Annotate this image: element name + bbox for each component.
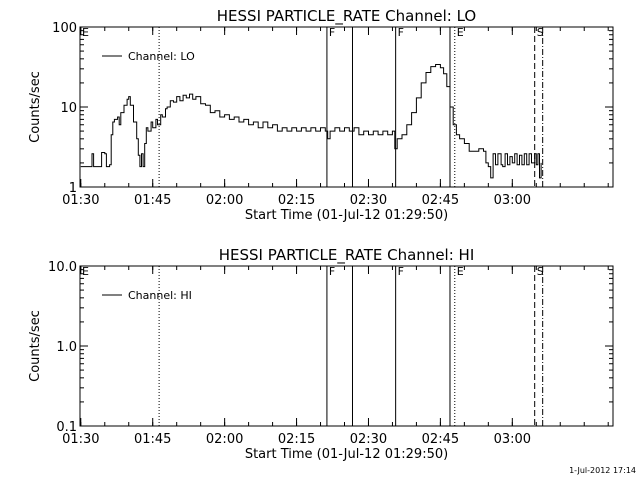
x-tick-label: 01:30	[62, 193, 99, 208]
footer-timestamp: 1-Jul-2012 17:14	[569, 466, 636, 475]
corner-label: E	[82, 265, 89, 278]
event-marker-label: S	[537, 265, 544, 278]
legend-label: Channel: LO	[128, 50, 195, 63]
chart-panel-1: HESSI PARTICLE_RATE Channel: LO 01:30 01:4…	[28, 7, 614, 223]
x-tick-label: 02:45	[422, 193, 459, 208]
x-tick-label: 02:45	[422, 432, 459, 447]
y-tick-label: 1.0	[56, 340, 77, 355]
x-tick-label: 03:00	[494, 193, 531, 208]
x-tick-label: 01:45	[134, 193, 171, 208]
chart-title: HESSI PARTICLE_RATE Channel: HI	[219, 246, 475, 265]
y-axis-label: Counts/sec	[28, 71, 43, 143]
x-axis-label: Start Time (01-Jul-12 01:29:50)	[245, 208, 448, 223]
series-line	[80, 64, 542, 179]
event-marker-label: E	[457, 26, 464, 39]
event-marker-label: F	[398, 265, 404, 278]
event-marker-label: E	[457, 265, 464, 278]
y-tick-label: 0.1	[56, 420, 77, 435]
chart-title: HESSI PARTICLE_RATE Channel: LO	[217, 7, 476, 26]
y-tick-label: 10	[60, 101, 77, 116]
y-tick-label: 100	[52, 21, 77, 36]
event-marker-label: F	[329, 26, 335, 39]
x-tick-label: 01:30	[62, 432, 99, 447]
event-marker-label: S	[537, 26, 544, 39]
chart-panel-2: HESSI PARTICLE_RATE Channel: HI 01:30 01:4…	[28, 246, 614, 462]
x-tick-label: 02:15	[278, 193, 315, 208]
x-tick-label: 02:00	[206, 432, 243, 447]
legend-label: Channel: HI	[128, 289, 192, 302]
x-tick-label: 01:45	[134, 432, 171, 447]
x-tick-label: 02:00	[206, 193, 243, 208]
event-marker-label: F	[398, 26, 404, 39]
event-marker-label: F	[329, 265, 335, 278]
x-tick-label: 03:00	[494, 432, 531, 447]
y-tick-label: 1	[69, 181, 77, 196]
y-tick-label: 10.0	[48, 260, 77, 275]
x-tick-label: 02:30	[350, 193, 387, 208]
y-axis-label: Counts/sec	[28, 310, 43, 382]
x-tick-label: 02:15	[278, 432, 315, 447]
x-axis-label: Start Time (01-Jul-12 01:29:50)	[245, 447, 448, 462]
corner-label: E	[82, 26, 89, 39]
x-tick-label: 02:30	[350, 432, 387, 447]
